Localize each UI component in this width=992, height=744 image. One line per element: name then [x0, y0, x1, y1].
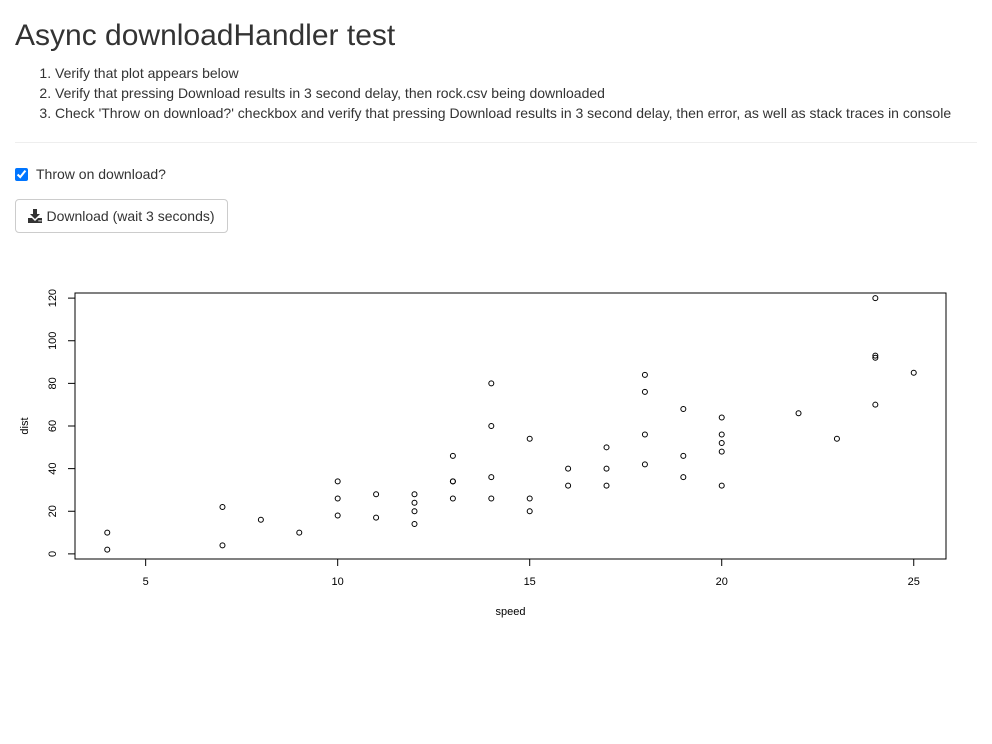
data-point — [104, 529, 111, 536]
data-point — [373, 514, 380, 521]
data-point — [373, 491, 380, 498]
data-point — [872, 352, 879, 359]
data-point — [872, 401, 879, 408]
instruction-step-3: Check 'Throw on download?' checkbox and … — [55, 103, 992, 123]
divider — [15, 142, 977, 143]
data-point — [411, 499, 418, 506]
y-tick-label: 80 — [47, 377, 59, 389]
y-tick-label: 100 — [47, 332, 59, 350]
plot-frame — [74, 292, 947, 560]
data-point — [603, 482, 610, 489]
data-point — [334, 512, 341, 519]
download-button-label: Download (wait 3 seconds) — [46, 208, 215, 224]
data-point — [411, 491, 418, 498]
data-point — [334, 495, 341, 502]
y-tick-label: 20 — [47, 505, 59, 517]
data-point — [488, 495, 495, 502]
throw-on-download-label: Throw on download? — [36, 166, 166, 182]
throw-on-download-checkbox[interactable] — [15, 167, 28, 181]
data-point — [833, 435, 840, 442]
data-point — [718, 431, 725, 438]
y-tick-label: 60 — [47, 420, 59, 432]
data-point — [680, 474, 687, 481]
data-point — [449, 495, 456, 502]
data-point — [603, 465, 610, 472]
data-point — [488, 474, 495, 481]
scatter-plot: 5 10 15 20 25 0 20 40 60 80 100 120 speed dist — [19, 289, 947, 618]
data-point — [641, 431, 648, 438]
data-point — [718, 482, 725, 489]
data-point — [680, 405, 687, 412]
data-point — [488, 423, 495, 429]
data-point — [680, 452, 687, 459]
x-tick-label: 10 — [332, 576, 344, 588]
x-tick-label: 25 — [908, 576, 920, 588]
instructions-list: Verify that plot appears below Verify th… — [15, 63, 992, 123]
download-icon — [28, 209, 43, 223]
data-point — [296, 529, 303, 536]
data-point — [641, 461, 648, 468]
data-point — [565, 482, 572, 489]
data-point — [334, 478, 341, 485]
data-point — [411, 521, 418, 528]
data-point — [795, 410, 802, 417]
data-point — [219, 542, 226, 549]
y-tick-label: 0 — [47, 551, 59, 557]
y-tick-label: 120 — [47, 289, 59, 307]
x-tick-label: 15 — [524, 576, 536, 588]
data-point — [718, 448, 725, 455]
data-point — [449, 452, 456, 459]
data-point — [488, 380, 495, 387]
data-point — [872, 354, 879, 361]
x-axis-label: speed — [496, 606, 526, 618]
x-tick-label: 20 — [716, 576, 728, 588]
data-point — [411, 508, 418, 515]
throw-on-download-option[interactable]: Throw on download? — [15, 164, 166, 184]
y-axis-label: dist — [19, 417, 31, 434]
instruction-step-1: Verify that plot appears below — [55, 63, 992, 83]
download-button[interactable]: Download (wait 3 seconds) — [15, 199, 228, 233]
y-tick-label: 40 — [47, 463, 59, 475]
data-point — [104, 546, 111, 553]
data-point — [641, 388, 648, 395]
data-point — [565, 465, 572, 472]
data-point — [641, 371, 648, 378]
data-point — [526, 508, 533, 515]
data-point — [603, 444, 610, 451]
data-point — [219, 503, 226, 510]
data-point — [526, 435, 533, 442]
data-point — [449, 478, 456, 485]
page-title: Async downloadHandler test — [15, 19, 396, 52]
data-point — [257, 516, 264, 523]
data-point — [872, 295, 879, 302]
data-point — [910, 369, 917, 376]
x-tick-label: 5 — [143, 576, 149, 588]
data-point — [718, 414, 725, 421]
data-point — [718, 440, 725, 447]
instruction-step-2: Verify that pressing Download results in… — [55, 83, 992, 103]
data-point — [526, 495, 533, 502]
